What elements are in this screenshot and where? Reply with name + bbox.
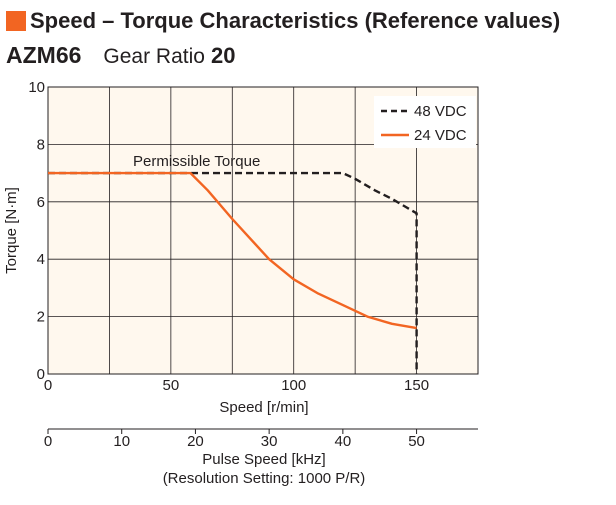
legend-label: 24 VDC <box>414 127 467 144</box>
secondary-tick-label: 0 <box>44 433 52 450</box>
y-tick-label: 0 <box>37 366 45 383</box>
chart-title-row: Speed – Torque Characteristics (Referenc… <box>6 6 560 36</box>
secondary-axis-sublabel: (Resolution Setting: 1000 P/R) <box>163 470 366 487</box>
permissible-torque-annotation: Permissible Torque <box>133 153 260 170</box>
secondary-axis: 0 10 20 30 40 50 <box>44 428 478 450</box>
x-tick-label: 150 <box>404 377 429 394</box>
secondary-axis-label: Pulse Speed [kHz] <box>202 451 325 468</box>
secondary-tick-label: 40 <box>335 433 352 450</box>
gear-ratio-value: 20 <box>210 43 236 68</box>
series-layer <box>48 171 418 374</box>
series-line-24-vdc <box>48 171 417 330</box>
y-tick-label: 2 <box>37 309 45 326</box>
series-line-48-vdc <box>48 171 418 374</box>
x-tick-label: 50 <box>163 377 180 394</box>
x-tick-label: 0 <box>44 377 52 394</box>
chart-title: Speed – Torque Characteristics (Referenc… <box>30 8 561 33</box>
chart-subtitle-row: AZM66 Gear Ratio 20 <box>6 42 235 72</box>
y-axis-ticks: 0 2 4 6 8 10 <box>28 79 45 383</box>
secondary-tick-label: 30 <box>261 433 278 450</box>
y-tick-label: 6 <box>37 194 45 211</box>
x-axis-ticks: 0 50 100 150 <box>44 377 429 394</box>
plot-frame <box>47 86 479 375</box>
model-name: AZM66 <box>6 42 82 68</box>
y-tick-label: 4 <box>37 251 45 268</box>
x-tick-label: 100 <box>281 377 306 394</box>
legend-label: 48 VDC <box>414 103 467 120</box>
legend: 48 VDC 24 VDC <box>374 96 476 148</box>
x-axis-label: Speed [r/min] <box>219 399 308 416</box>
y-axis-label: Torque [N·m] <box>3 187 20 274</box>
legend-box <box>374 96 476 148</box>
title-marker-square <box>6 11 26 31</box>
secondary-tick-label: 10 <box>113 433 130 450</box>
grid-lines <box>48 87 478 374</box>
secondary-tick-label: 50 <box>408 433 425 450</box>
secondary-tick-label: 20 <box>187 433 204 450</box>
y-tick-label: 10 <box>28 79 45 96</box>
gear-ratio-label: Gear Ratio <box>103 45 205 68</box>
y-tick-label: 8 <box>37 136 45 153</box>
